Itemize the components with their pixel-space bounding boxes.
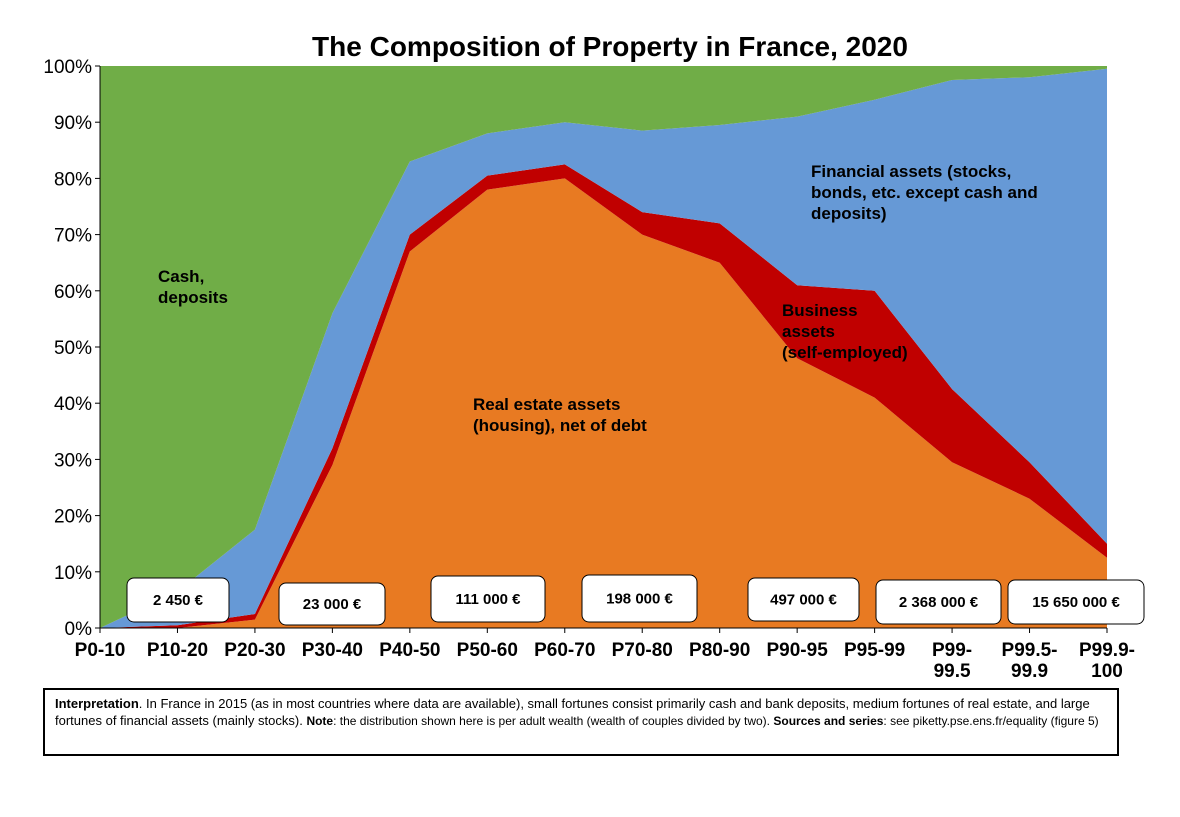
note-interpretation-text: . In France in 2015 (as in most countrie… [55,696,1090,728]
y-tick-label: 60% [54,282,92,303]
area-chart: The Composition of Property in France, 2… [43,31,1145,682]
note-sources-text: : see piketty.pse.ens.fr/equality (figur… [883,714,1099,728]
area-series-0 [100,178,1107,628]
x-tick-label: 99.5 [934,661,971,682]
area-series-1 [100,164,1107,628]
wealth-label: 23 000 € [303,596,362,613]
note-sources-label: Sources and series [773,714,884,728]
area-label-1: Business [782,301,858,320]
x-tick-label: P20-30 [224,640,285,661]
interpretation-note: Interpretation. In France in 2015 (as in… [43,688,1119,756]
x-tick-label: P0-10 [75,640,126,661]
y-tick-label: 20% [54,507,92,528]
area-label-2: deposits) [811,204,887,223]
x-tick-label: 100 [1091,661,1123,682]
wealth-labels: 2 450 € 23 000 € 111 000 € 198 000 € 497 000… [126,574,1145,626]
area-series-2 [100,68,1107,629]
y-tick-label: 10% [54,563,92,584]
x-tick-label: P80-90 [689,640,750,661]
y-tick-label: 50% [54,338,92,359]
wealth-label: 111 000 € [455,591,521,608]
y-tick-label: 70% [54,226,92,247]
area-label-1: assets [782,322,835,341]
y-tick-label: 90% [54,113,92,134]
wealth-box [1007,579,1145,625]
area-label-0: Real estate assets [473,395,620,414]
area-labels: Real estate assets (housing), net of debt… [158,162,1038,435]
x-tick-label: P10-20 [147,640,208,661]
area-label-1: (self-employed) [782,343,908,362]
x-tick-label: P95-99 [844,640,905,661]
note-label: Note [306,714,334,728]
wealth-box [747,577,860,622]
wealth-box [278,582,386,626]
y-tick-label: 30% [54,450,92,471]
x-tick-label: 99.9 [1011,661,1048,682]
wealth-box [581,574,698,623]
axes: 0% 10% 20% 30% 40% 50% 60% 70% 80% 90% 100% P0-10 P1… [43,57,1135,682]
area-label-3: Cash, [158,267,204,286]
wealth-box [430,575,546,623]
y-tick-label: 0% [65,619,93,640]
wealth-label: 2 368 000 € [899,594,979,611]
area-series-3 [100,66,1107,628]
x-tick-label: P40-50 [379,640,440,661]
wealth-label: 198 000 € [606,591,673,608]
wealth-box [126,577,230,623]
y-tick-label: 80% [54,169,92,190]
wealth-label: 2 450 € [153,592,204,609]
note-text: : the distribution shown here is per adu… [333,714,774,728]
wealth-label: 497 000 € [770,592,837,609]
x-tick-label: P60-70 [534,640,595,661]
note-interpretation-label: Interpretation [55,696,139,711]
area-label-2: Financial assets (stocks, [811,162,1011,181]
area-label-0: (housing), net of debt [473,416,647,435]
wealth-label: 15 650 000 € [1032,594,1120,611]
x-tick-label: P99.5- [1002,640,1058,661]
area-label-2: bonds, etc. except cash and [811,183,1038,202]
area-label-3: deposits [158,288,228,307]
chart-title: The Composition of Property in France, 2… [312,31,908,62]
stacked-areas [100,66,1107,629]
x-tick-label: P70-80 [612,640,673,661]
wealth-box [875,579,1002,625]
x-tick-label: P30-40 [302,640,363,661]
y-tick-label: 100% [43,57,92,78]
x-tick-label: P99.9- [1079,640,1135,661]
x-tick-label: P50-60 [457,640,518,661]
y-tick-label: 40% [54,394,92,415]
x-tick-label: P90-95 [767,640,829,661]
x-tick-label: P99- [932,640,972,661]
